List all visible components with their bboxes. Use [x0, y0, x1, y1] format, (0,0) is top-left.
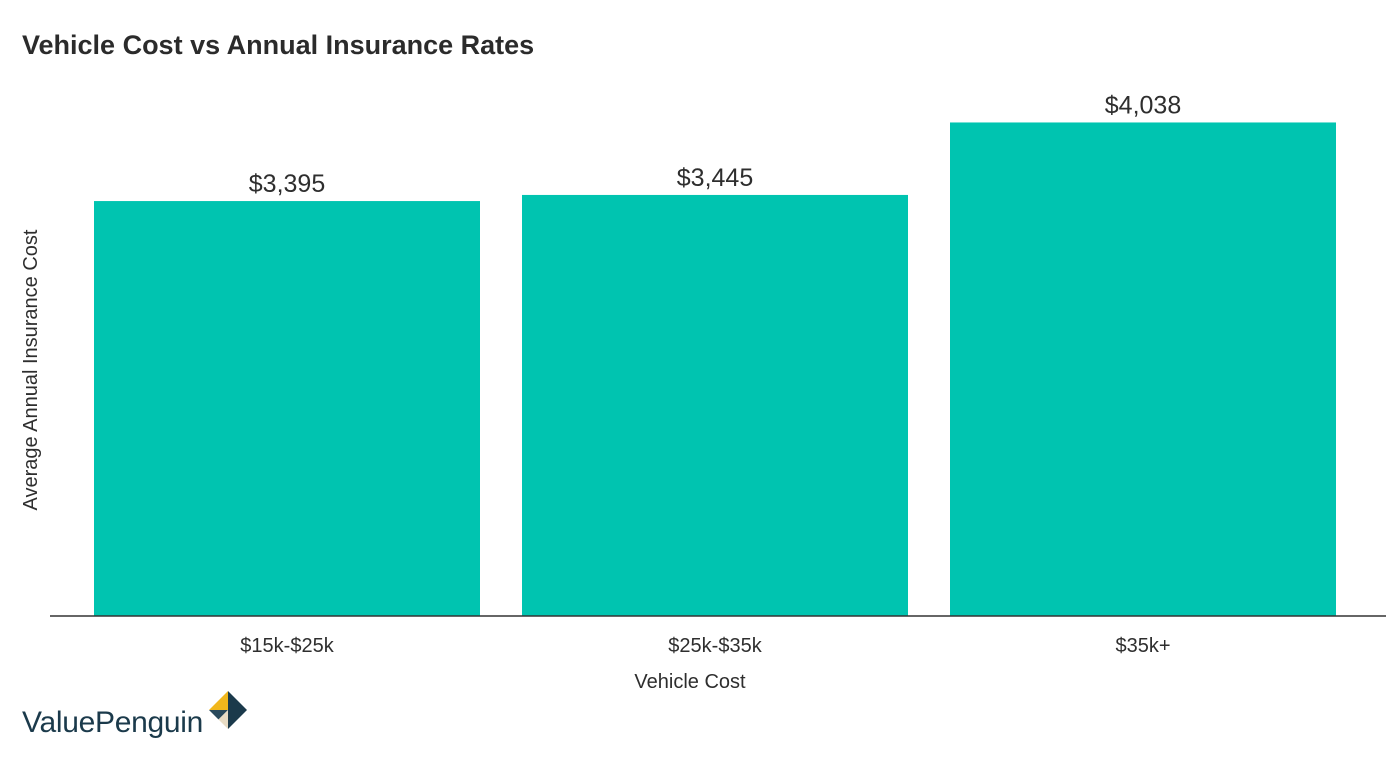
bar-2	[522, 194, 908, 616]
bar-1	[94, 201, 480, 617]
valuepenguin-logo-icon	[209, 691, 247, 729]
logo-dark-facet	[228, 691, 247, 729]
bar-value-label: $4,038	[1105, 91, 1181, 119]
chart-title: Vehicle Cost vs Annual Insurance Rates	[22, 30, 535, 60]
logo-navy-facet	[209, 710, 228, 720]
bar-3	[950, 122, 1336, 616]
x-tick-label: $35k+	[1115, 635, 1170, 657]
brand-mark: ValuePenguin	[22, 691, 247, 740]
logo-gold-facet	[209, 691, 228, 710]
x-tick-label: $25k-$35k	[668, 635, 762, 657]
brand-name: ValuePenguin	[22, 706, 203, 739]
x-axis-label: Vehicle Cost	[634, 671, 746, 693]
value-labels-layer: $3,395 $3,445 $4,038	[249, 91, 1181, 198]
tick-labels-layer: $15k-$25k $25k-$35k $35k+	[240, 635, 1170, 657]
logo-beige-facet	[218, 710, 228, 729]
x-tick-label: $15k-$25k	[240, 635, 334, 657]
y-axis-label: Average Annual Insurance Cost	[20, 229, 42, 510]
bar-value-label: $3,395	[249, 170, 325, 198]
bar-value-label: $3,445	[677, 164, 753, 192]
bars-layer	[94, 122, 1336, 617]
